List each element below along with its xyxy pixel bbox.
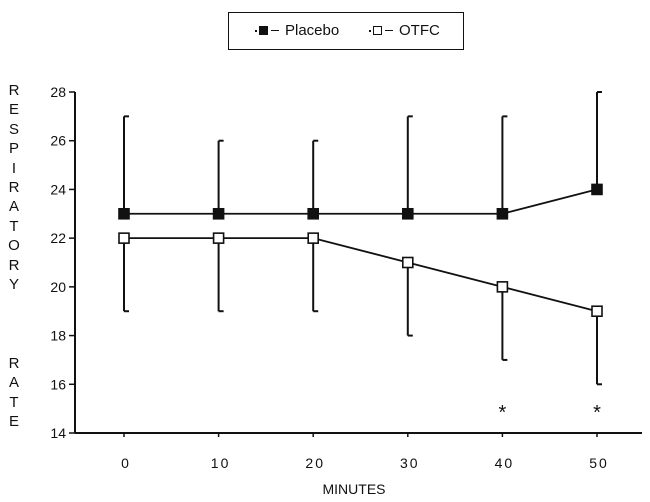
otfc-point	[496, 281, 509, 293]
legend-dash	[271, 29, 279, 32]
y-axis-label-letter: Y	[8, 276, 19, 293]
otfc-point	[307, 232, 320, 244]
y-axis-label-letter: R	[8, 256, 20, 274]
y-axis-label-letter: T	[9, 393, 19, 411]
y-axis-label-letter: R	[8, 179, 20, 196]
y-tick-label: 16	[50, 376, 66, 392]
x-axis-label: MINUTES	[322, 481, 386, 497]
y-axis-label-letter: A	[8, 374, 19, 392]
y-axis-label-letter: O	[8, 237, 20, 255]
otfc-series-line	[124, 237, 598, 313]
x-tick-label: 10	[211, 455, 231, 471]
y-axis-label-letter: A	[8, 198, 19, 216]
x-tick-label: 50	[589, 455, 609, 471]
significance-asterisk: *	[499, 402, 507, 424]
y-tick-label: 24	[50, 181, 66, 197]
otfc-point	[591, 305, 603, 318]
legend-dot	[369, 29, 371, 32]
legend-label-placebo: Placebo	[285, 22, 340, 39]
legend-dot	[255, 29, 257, 32]
y-axis-label-letter: T	[9, 217, 19, 235]
y-tick-label: 20	[50, 279, 66, 295]
filled-square-icon	[259, 26, 268, 35]
placebo-point	[496, 207, 509, 220]
legend-item-otfc: OTFC	[369, 22, 440, 39]
placebo-series-line	[124, 188, 598, 215]
x-tick-label: 40	[495, 455, 515, 471]
respiratory-rate-chart: 14 16 18 20 22 24 26 28 0 10 20 30 40 50 * *	[50, 84, 642, 471]
y-tick-label: 26	[50, 133, 66, 149]
x-tick-label: 20	[305, 455, 325, 471]
placebo-point	[212, 207, 225, 220]
y-axis-label-letter: S	[8, 120, 19, 138]
y-tick-label: 22	[50, 230, 66, 246]
y-tick-label: 14	[50, 425, 66, 441]
legend-dash	[385, 29, 393, 32]
open-square-icon	[373, 26, 382, 35]
otfc-point	[118, 232, 130, 244]
x-tick-label: 30	[400, 455, 420, 471]
y-axis-label-letter: R	[8, 355, 20, 372]
otfc-point	[401, 256, 414, 269]
legend-label-otfc: OTFC	[399, 22, 440, 39]
placebo-point	[591, 183, 603, 196]
y-axis-label-letter: E	[8, 101, 19, 119]
y-axis-label-letter: P	[8, 140, 19, 158]
chart-legend: Placebo OTFC	[228, 12, 464, 50]
otfc-point	[212, 232, 225, 244]
y-axis-label-letter: I	[11, 159, 17, 177]
y-axis-label-letter: E	[8, 413, 19, 431]
y-tick-label: 18	[50, 328, 66, 344]
placebo-point	[401, 207, 414, 220]
legend-item-placebo: Placebo	[255, 22, 339, 39]
y-tick-label: 28	[50, 84, 66, 100]
placebo-point	[118, 207, 130, 220]
placebo-point	[307, 207, 320, 220]
y-axis-label-letter: R	[8, 82, 20, 99]
x-tick-label: 0	[121, 455, 131, 471]
significance-asterisk: *	[593, 402, 601, 424]
